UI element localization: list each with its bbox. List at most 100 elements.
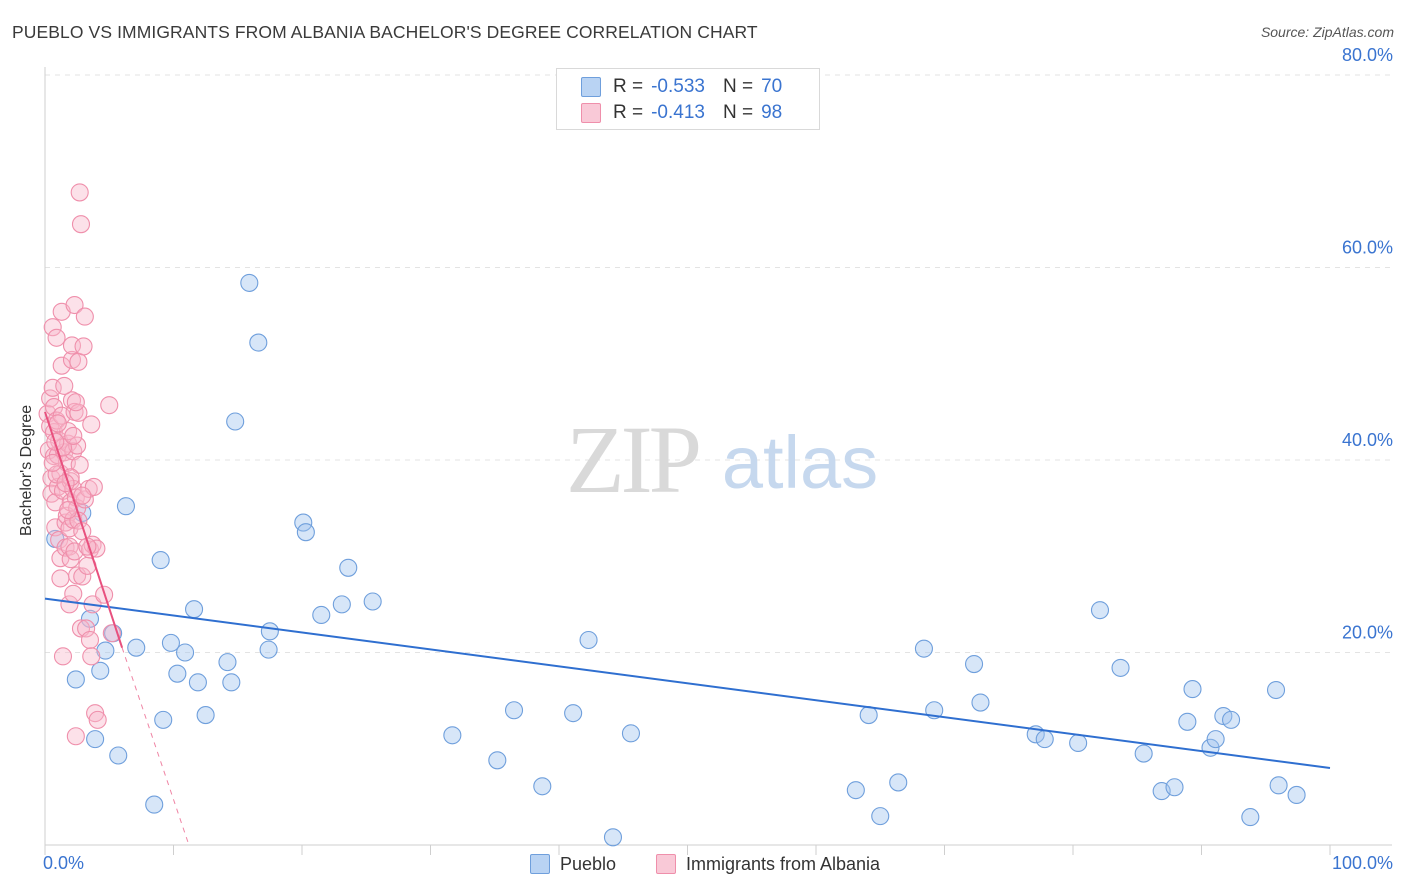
albania-point: [68, 436, 87, 455]
trend-lines: [44, 411, 1331, 846]
pueblo-point: [603, 828, 623, 847]
pueblo-point: [1241, 808, 1260, 827]
pueblo-point: [1222, 710, 1241, 729]
pueblo-r-value: -0.533: [651, 76, 705, 97]
pueblo-point: [443, 726, 462, 745]
pueblo-point: [109, 746, 128, 765]
albania-points: [38, 183, 121, 746]
pueblo-point: [1165, 778, 1184, 797]
pueblo-trend-line: [44, 597, 1331, 769]
pueblo-legend-label: Pueblo: [560, 853, 617, 874]
legend-row-albania: R = -0.413 N = 98: [581, 101, 782, 125]
pueblo-point: [504, 701, 524, 720]
albania-point: [61, 468, 80, 487]
pueblo-point: [859, 706, 878, 725]
bottom-legend-albania: Immigrants from Albania: [656, 852, 880, 876]
pueblo-point: [218, 653, 237, 672]
albania-trend-line: [44, 411, 124, 648]
pueblo-point: [80, 609, 100, 628]
pueblo-point: [533, 777, 552, 796]
albania-point: [43, 378, 62, 397]
pueblo-point: [86, 730, 105, 749]
gridlines: [45, 74, 1392, 653]
albania-point: [43, 453, 62, 472]
albania-point: [53, 647, 73, 666]
chart-title: PUEBLO VS IMMIGRANTS FROM ALBANIA BACHEL…: [12, 22, 758, 42]
bottom-legend-pueblo: Pueblo: [530, 852, 616, 876]
pueblo-swatch: [581, 77, 601, 97]
albania-point: [65, 295, 84, 315]
albania-point: [78, 537, 97, 556]
pueblo-point: [145, 795, 164, 814]
pueblo-point: [846, 781, 865, 800]
pueblo-point: [127, 638, 146, 657]
albania-legend-swatch: [656, 854, 676, 874]
pueblo-point: [1266, 680, 1286, 700]
axes: [44, 67, 1392, 855]
albania-point: [70, 183, 89, 202]
pueblo-point: [363, 592, 382, 611]
albania-point: [69, 403, 88, 422]
x-tick-label: 100.0%: [1332, 853, 1393, 873]
pueblo-point: [1069, 733, 1088, 753]
watermark: ZIP atlas: [566, 406, 878, 513]
pueblo-point: [1269, 776, 1288, 795]
pueblo-point: [116, 497, 136, 516]
correlation-legend: R = -0.533 N = 70 R = -0.413 N = 98: [556, 68, 820, 130]
y-tick-label: 80.0%: [1342, 45, 1393, 65]
x-tick-label: 0.0%: [43, 853, 84, 873]
pueblo-point: [1111, 658, 1130, 677]
y-axis-label: Bachelor's Degree: [18, 404, 35, 536]
pueblo-point: [188, 673, 207, 692]
albania-point: [69, 352, 88, 371]
albania-point: [73, 486, 92, 505]
albania-point: [51, 569, 70, 588]
r-label: R =: [613, 76, 644, 97]
pueblo-point: [260, 622, 279, 641]
pueblo-points: [46, 273, 1306, 847]
pueblo-point: [66, 670, 85, 689]
pueblo-point: [222, 673, 241, 692]
albania-point: [87, 539, 106, 558]
albania-point: [77, 619, 96, 638]
tick-labels: 20.0% 40.0% 60.0% 80.0% 0.0% 100.0%: [43, 45, 1393, 873]
albania-point: [82, 647, 101, 666]
pueblo-legend-swatch: [530, 854, 550, 874]
pueblo-point: [1090, 601, 1110, 620]
pueblo-point: [971, 693, 990, 712]
albania-point: [82, 415, 101, 434]
pueblo-point: [240, 273, 259, 292]
pueblo-point: [151, 551, 170, 570]
pueblo-point: [1287, 785, 1306, 805]
y-tick-label: 20.0%: [1342, 623, 1393, 643]
watermark-atlas: atlas: [722, 421, 878, 504]
pueblo-point: [1134, 744, 1153, 763]
albania-point: [88, 710, 107, 729]
albania-point: [43, 318, 62, 337]
albania-point: [48, 414, 67, 433]
legend-row-pueblo: R = -0.533 N = 70: [581, 75, 782, 99]
n-label: N =: [722, 102, 754, 123]
albania-point: [80, 630, 100, 650]
pueblo-n-value: 70: [761, 76, 783, 97]
albania-point: [73, 567, 92, 586]
albania-n-value: 98: [761, 102, 783, 123]
pueblo-point: [154, 710, 173, 729]
albania-point: [64, 584, 83, 603]
pueblo-point: [488, 751, 507, 770]
albania-point: [62, 350, 82, 369]
pueblo-point: [1206, 730, 1225, 749]
pueblo-point: [621, 724, 641, 743]
albania-point: [42, 484, 61, 503]
n-label: N =: [722, 76, 754, 97]
pueblo-point: [312, 605, 331, 625]
albania-point: [71, 215, 91, 234]
watermark-zip: ZIP: [566, 406, 699, 513]
pueblo-point: [259, 640, 278, 659]
pueblo-point: [339, 558, 358, 577]
albania-point: [59, 500, 78, 520]
pueblo-point: [871, 807, 890, 826]
albania-point: [66, 393, 85, 412]
y-tick-label: 40.0%: [1342, 430, 1393, 450]
